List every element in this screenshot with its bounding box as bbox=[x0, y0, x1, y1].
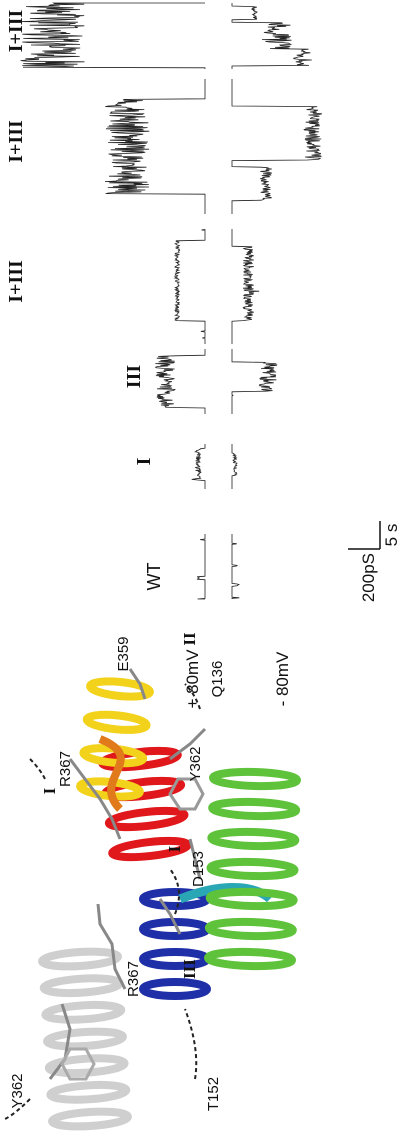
helix-turn bbox=[208, 951, 292, 967]
residue-label: R367 bbox=[57, 751, 74, 787]
residue-label: D153 bbox=[190, 851, 207, 887]
helix-turn bbox=[213, 771, 297, 787]
current-trace bbox=[232, 229, 259, 344]
helix-turn bbox=[108, 808, 185, 830]
bond-label: III bbox=[180, 959, 199, 979]
voltage-label: - 80mV bbox=[273, 651, 292, 706]
rotated-panel: Y362 R367 T152 III D153 I Y362 Q136 II E… bbox=[5, 3, 400, 1128]
scale-bar bbox=[348, 521, 380, 549]
voltage-label: + 80mV bbox=[183, 649, 202, 709]
residue-label: Y362 bbox=[187, 746, 204, 781]
helix-turn bbox=[86, 712, 147, 732]
helix-turn bbox=[42, 950, 119, 969]
helix-turn bbox=[43, 976, 120, 995]
helix-turn bbox=[212, 801, 296, 817]
trace-label: I+III bbox=[5, 120, 27, 163]
helix-turn bbox=[210, 861, 294, 877]
current-trace bbox=[175, 229, 205, 344]
trace-label: III bbox=[123, 365, 145, 389]
residue-label: Q136 bbox=[209, 661, 226, 698]
helix-turn bbox=[209, 891, 293, 907]
page: {"traces": {"conditions": ["+ 80mV", "- … bbox=[0, 0, 400, 1139]
helix-turn bbox=[211, 831, 295, 847]
trace-label: I+III bbox=[5, 10, 27, 53]
residue-label: T152 bbox=[205, 1077, 222, 1111]
current-trace bbox=[105, 79, 205, 214]
current-trace bbox=[232, 534, 239, 599]
helix-turn bbox=[50, 1083, 127, 1102]
trace-label: WT bbox=[144, 563, 164, 591]
current-trace bbox=[232, 444, 237, 489]
bond-label: I bbox=[40, 787, 59, 794]
helices bbox=[42, 679, 298, 1128]
current-trace bbox=[20, 3, 205, 69]
trace-label: I+III bbox=[5, 260, 27, 303]
helix-turn bbox=[45, 1003, 122, 1022]
scale-time: 5 s bbox=[382, 524, 400, 547]
residue-label: R367 bbox=[125, 961, 142, 997]
helix-turn bbox=[143, 982, 207, 996]
structure: Y362 R367 T152 III D153 I Y362 Q136 II E… bbox=[5, 632, 297, 1128]
current-trace bbox=[197, 534, 205, 599]
current-trace bbox=[232, 79, 322, 214]
helix-turn bbox=[47, 1030, 124, 1049]
figure: Y362 R367 T152 III D153 I Y362 Q136 II E… bbox=[0, 0, 400, 1139]
helix-turn bbox=[52, 1110, 129, 1129]
current-trace bbox=[155, 349, 205, 414]
bond-label: II bbox=[180, 632, 199, 646]
residue-label: E359 bbox=[115, 636, 132, 671]
current-trace bbox=[232, 349, 277, 414]
current-trace bbox=[232, 3, 312, 69]
helix-turn bbox=[209, 921, 293, 937]
residue-label: Y362 bbox=[9, 1073, 26, 1108]
trace-label: I bbox=[133, 457, 155, 465]
bond-label: I bbox=[165, 845, 184, 852]
current-trace bbox=[192, 444, 205, 489]
scale-current: 200pS bbox=[359, 553, 378, 602]
